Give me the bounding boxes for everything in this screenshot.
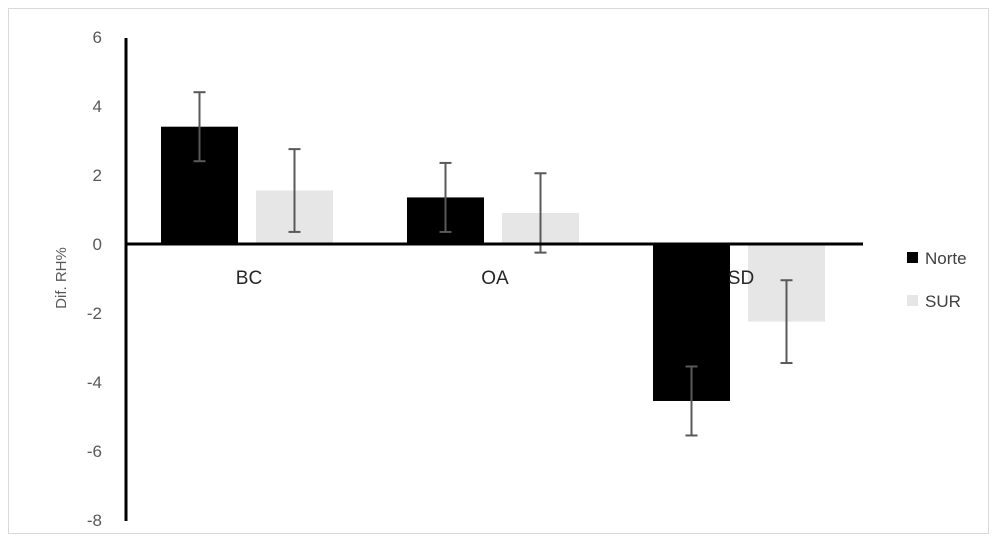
category-labels: BC OA SD [236,268,754,289]
legend: Norte SUR [907,249,967,311]
y-tick-label: -8 [87,511,102,530]
category-label-bc: BC [236,268,262,289]
legend-swatch-norte [907,252,918,263]
legend-swatch-sur [907,295,918,306]
y-tick-labels: 6 4 2 0 -2 -4 -6 -8 [87,28,102,530]
y-tick-label: -4 [87,373,102,392]
y-tick-label: 6 [93,28,102,47]
chart-frame [8,8,989,534]
y-tick-label: 2 [93,166,102,185]
y-tick-label: 4 [93,97,102,116]
category-label-sd: SD [728,268,754,289]
y-tick-label: -2 [87,304,102,323]
y-tick-label: 0 [93,235,102,254]
category-label-oa: OA [481,268,509,289]
bars [161,126,825,401]
y-tick-label: -6 [87,442,102,461]
error-bars [193,91,793,437]
y-axis-label: Dif. RH% [53,247,70,309]
legend-label-sur: SUR [925,292,961,311]
legend-label-norte: Norte [925,249,967,268]
